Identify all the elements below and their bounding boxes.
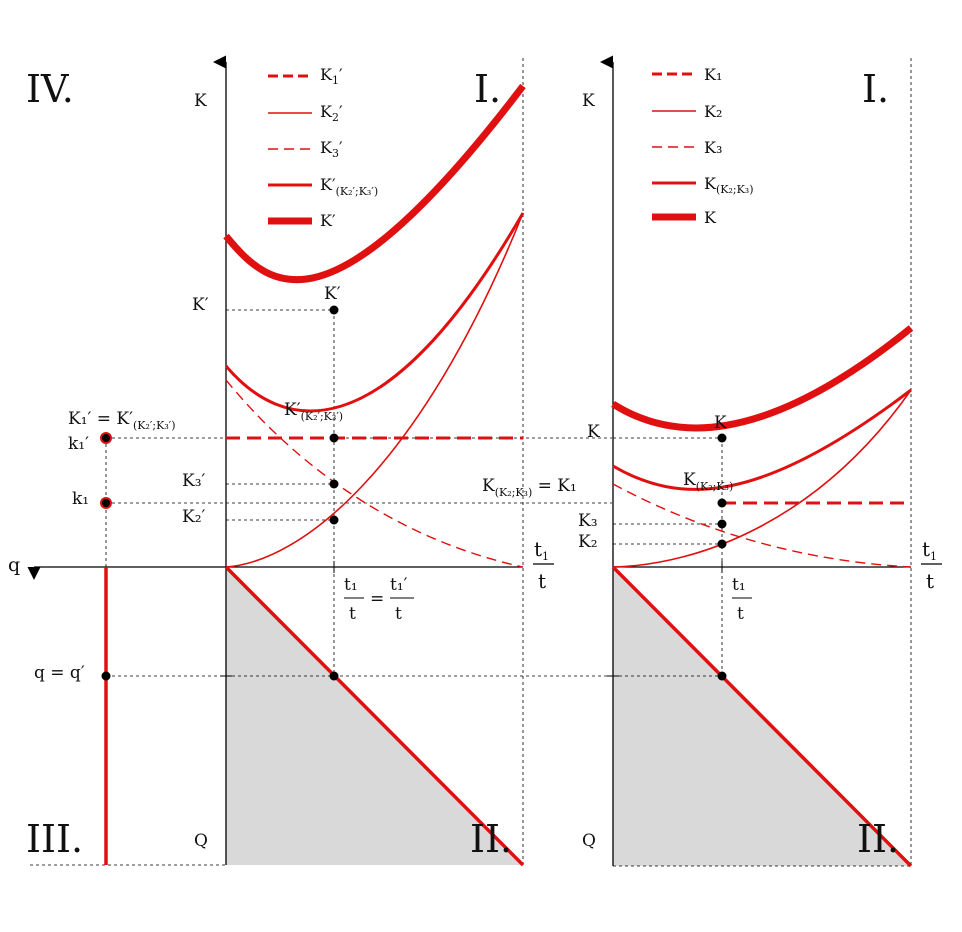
right-x-ratio-label: t₁ t [732, 575, 752, 624]
right-point-q [717, 671, 727, 681]
left-quadrant-iv: IV. [26, 67, 74, 111]
right-legend-label-4: K [704, 208, 717, 227]
right-curve-k-total [611, 325, 914, 432]
left-k1-prime-label: k₁′ [68, 434, 89, 454]
left-equation-label: K₁′ = K′(K₂′;K₃′) [68, 409, 176, 432]
right-tick-k3: K₃ [578, 511, 598, 531]
left-point-k2-prime [329, 515, 339, 525]
left-point-k1-prime-marker [100, 432, 112, 444]
svg-text:t1: t1 [534, 537, 549, 563]
left-point-combined-label: K′(K₂′;K₃′) [284, 400, 343, 423]
left-axis-k-label: K [194, 91, 207, 111]
left-point-q-axis [101, 671, 111, 681]
right-point-k3 [717, 519, 727, 529]
left-point-k-prime [329, 305, 339, 315]
right-curves [611, 325, 914, 868]
left-curve-k-prime-combined [224, 212, 525, 413]
left-tick-k-prime: K′ [192, 295, 209, 315]
left-curves [104, 83, 526, 867]
svg-text:t: t [926, 569, 934, 593]
left-q-eq-label: q = q′ [34, 663, 85, 683]
left-legend-label-2: K3′ [320, 138, 343, 160]
left-curve-k2-prime [225, 212, 524, 568]
right-guide-lines [613, 58, 912, 867]
right-tick-k: K [587, 422, 600, 442]
left-k1-label: k₁ [72, 489, 89, 509]
svg-text:t₁′: t₁′ [390, 575, 408, 595]
left-legend [268, 74, 312, 225]
left-point-q [329, 671, 339, 681]
left-point-k-prime-combined [329, 433, 339, 443]
right-axis-Q-label: Q [582, 831, 596, 851]
right-point-k [717, 433, 727, 443]
right-curve-k3 [612, 483, 912, 568]
right-panel: I. II. K Q t1 t K K₃ K₂ K K(K₂;K₃) K(K₂;… [482, 55, 942, 868]
right-point-combined-label: K(K₂;K₃) [683, 470, 733, 493]
left-x-ratio-label: t₁ t = t₁′ t [344, 575, 414, 624]
left-point-k3-prime [329, 479, 339, 489]
left-curve-k3-prime [225, 379, 524, 568]
right-legend-label-0: K₁ [704, 65, 722, 84]
right-tick-k2: K₂ [578, 532, 598, 552]
left-quadrant-ii: II. [470, 817, 512, 861]
svg-text:t1: t1 [922, 537, 937, 563]
right-quadrant-i: I. [862, 67, 889, 111]
left-tick-k3-prime: K₃′ [182, 471, 206, 491]
right-legend-label-3: K(K₂;K₃) [704, 174, 754, 196]
left-points [100, 305, 339, 681]
left-quadrant-i: I. [474, 67, 501, 111]
right-equation-label: K(K₂;K₃) = K₁ [482, 476, 577, 499]
right-curve-combined [612, 388, 912, 491]
right-point-k-label: K [714, 413, 727, 433]
left-point-k-prime-label: K′ [324, 284, 341, 304]
left-tick-k2-prime: K₂′ [182, 507, 206, 527]
svg-text:=: = [370, 589, 384, 609]
left-legend-label-0: K1′ [320, 65, 343, 87]
right-quadrant-ii: II. [857, 817, 899, 861]
left-legend-label-1: K2′ [320, 102, 343, 124]
left-curve-k-prime-total [223, 83, 526, 284]
svg-text:t: t [538, 569, 546, 593]
right-curve-k2 [612, 389, 912, 568]
right-axis-k-label: K [582, 91, 595, 111]
right-points [717, 433, 727, 681]
svg-text:t: t [395, 604, 402, 624]
right-point-k2 [717, 539, 727, 549]
left-line-q-relation [224, 565, 525, 867]
svg-text:t₁: t₁ [344, 575, 358, 595]
right-axis-x-label: t1 t [921, 537, 942, 593]
right-point-combined [717, 498, 727, 508]
left-quadrant-iii: III. [26, 817, 83, 861]
right-legend [652, 72, 696, 221]
left-legend-label-4: K′ [320, 211, 336, 230]
left-panel: IV. I. III. II. K q Q t1 t K′ K₃′ K₂′ k₁… [8, 55, 612, 867]
svg-text:t: t [737, 604, 744, 624]
left-legend-label-3: K′(K₂′;K₃′) [320, 175, 378, 198]
left-axis-q-label: q [8, 554, 20, 576]
left-guide-lines [30, 58, 612, 866]
left-axis-Q-label: Q [194, 831, 208, 851]
left-axis-x-label: t1 t [533, 537, 554, 593]
svg-text:t₁: t₁ [732, 575, 746, 595]
right-legend-label-2: K₃ [704, 138, 722, 157]
svg-text:t: t [349, 604, 356, 624]
left-point-k1-marker [100, 497, 112, 509]
right-legend-label-1: K₂ [704, 102, 722, 121]
right-line-q-relation [611, 565, 913, 868]
